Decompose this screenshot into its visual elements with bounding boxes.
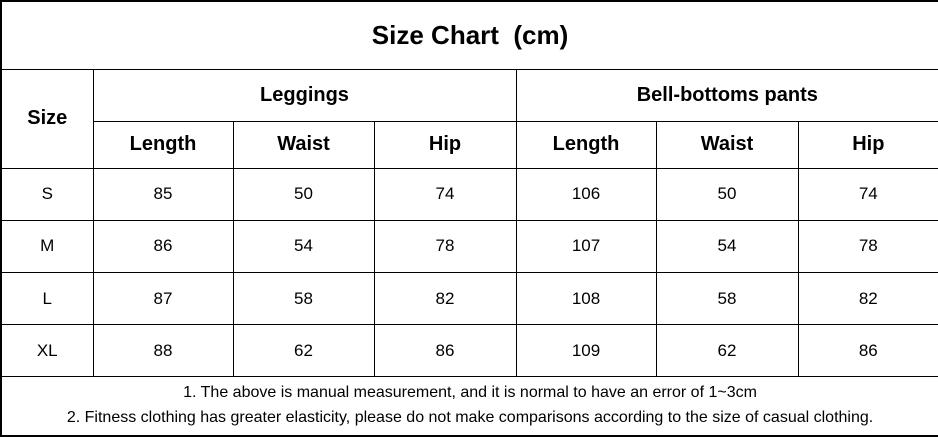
bell-length-header: Length	[515, 120, 657, 169]
footnotes: 1. The above is manual measurement, and …	[0, 376, 938, 437]
table-cell: 86	[797, 324, 938, 378]
table-cell: 108	[515, 272, 657, 326]
table-cell: 78	[373, 219, 517, 274]
page-title: Size Chart (cm)	[0, 0, 938, 70]
group-header-leggings: Leggings	[92, 68, 517, 122]
leggings-waist-header: Waist	[232, 120, 375, 169]
table-cell: 88	[92, 324, 234, 378]
bell-hip-header: Hip	[797, 120, 938, 169]
table-cell: 87	[92, 272, 234, 326]
table-cell: 85	[92, 167, 234, 221]
table-cell: 74	[373, 167, 517, 221]
table-cell: 78	[797, 219, 938, 274]
table-cell: 50	[232, 167, 375, 221]
notes-row: 1. The above is manual measurement, and …	[0, 376, 938, 437]
group-header-bell-bottoms-pants: Bell-bottoms pants	[515, 68, 938, 122]
size-label: M	[0, 219, 94, 274]
leggings-hip-header: Hip	[373, 120, 517, 169]
table-cell: 54	[655, 219, 799, 274]
table-cell: 86	[373, 324, 517, 378]
table-cell: 58	[655, 272, 799, 326]
note-line-2: 2. Fitness clothing has greater elastici…	[66, 409, 874, 427]
table-cell: 74	[797, 167, 938, 221]
title-row: Size Chart (cm)	[0, 0, 938, 70]
table-row-l: L 87 58 82 108 58 82	[0, 272, 938, 326]
table-cell: 58	[232, 272, 375, 326]
table-cell: 62	[232, 324, 375, 378]
table-cell: 82	[373, 272, 517, 326]
table-cell: 62	[655, 324, 799, 378]
size-label: XL	[0, 324, 94, 378]
table-row-s: S 85 50 74 106 50 74	[0, 167, 938, 221]
table-cell: 107	[515, 219, 657, 274]
table-cell: 54	[232, 219, 375, 274]
size-label: S	[0, 167, 94, 221]
table-cell: 82	[797, 272, 938, 326]
bell-waist-header: Waist	[655, 120, 799, 169]
table-row-xl: XL 88 62 86 109 62 86	[0, 324, 938, 378]
size-column-header: Size	[0, 68, 94, 169]
group-header-row: Size Leggings Bell-bottoms pants	[0, 68, 938, 169]
table-cell: 50	[655, 167, 799, 221]
table-row-m: M 86 54 78 107 54 78	[0, 219, 938, 274]
table-cell: 109	[515, 324, 657, 378]
table-cell: 106	[515, 167, 657, 221]
table-cell: 86	[92, 219, 234, 274]
note-line-1: 1. The above is manual measurement, and …	[183, 384, 757, 402]
sub-header-row: Length Waist Hip Length Waist Hip	[1, 120, 938, 169]
size-label: L	[0, 272, 94, 326]
leggings-length-header: Length	[92, 120, 234, 169]
